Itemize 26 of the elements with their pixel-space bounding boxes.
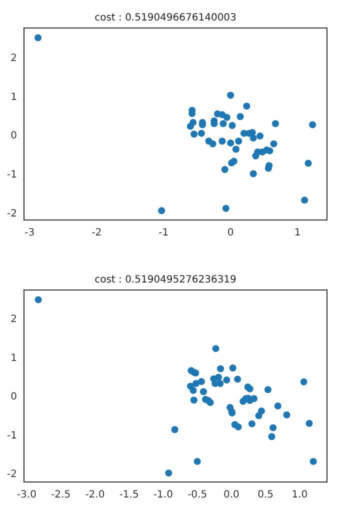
y-tick-label: -2 (6, 208, 17, 220)
x-tick-label: -0.5 (188, 490, 208, 501)
y-tick-label: -1 (6, 170, 17, 181)
x-tick-label: -2.5 (51, 490, 71, 501)
x-tick-label: -3.0 (16, 490, 36, 501)
x-tick-label: -3 (24, 228, 35, 239)
x-tick-label: -1.0 (153, 490, 173, 501)
x-tick-label: -1 (158, 228, 169, 239)
y-tick-label: 1 (10, 92, 17, 103)
y-tick-label: 0 (10, 392, 17, 403)
x-tick-label: 0.5 (258, 490, 274, 501)
y-tick-label: -2 (6, 469, 17, 480)
x-tick-label: 0.0 (223, 490, 240, 501)
chart-title: cost : 0.5190496676140003 (94, 12, 236, 24)
x-tick-label: -2 (92, 228, 102, 239)
y-tick-label: 2 (10, 314, 17, 326)
x-tick-label: 1 (294, 228, 301, 239)
y-tick-label: -1 (6, 430, 17, 442)
y-tick-label: 0 (10, 130, 17, 142)
chart-title: cost : 0.5190495276236319 (94, 274, 236, 286)
x-tick-label: -2.0 (85, 490, 105, 501)
x-tick-label: 0 (227, 228, 234, 239)
x-tick-label: -1.5 (119, 490, 139, 501)
x-tick-label: 1.0 (292, 490, 308, 501)
y-tick-label: 1 (10, 352, 17, 364)
y-tick-label: 2 (10, 52, 17, 64)
